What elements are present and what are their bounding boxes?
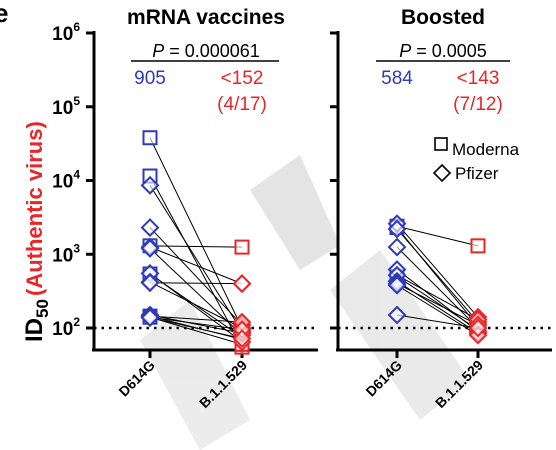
- pair-line: [149, 316, 243, 345]
- pair-line: [149, 175, 243, 348]
- pfizer-point: [387, 275, 407, 295]
- pfizer-point: [387, 305, 407, 325]
- pair-line: [149, 281, 243, 329]
- pfizer-point: [140, 238, 160, 258]
- p-value: P = 0.0005: [399, 41, 487, 61]
- panel-letter: e: [0, 0, 8, 28]
- p-value: P = 0.000061: [152, 41, 260, 61]
- y-axis-ticks: 102 103 104 105 106: [52, 20, 80, 340]
- moderna-point: [470, 238, 486, 254]
- moderna-point: [142, 130, 158, 146]
- pair-line: [149, 227, 243, 326]
- pfizer-point: [140, 218, 160, 237]
- panel-title: Boosted: [401, 6, 485, 29]
- pair-line: [396, 223, 479, 318]
- gmt-d614g: 905: [134, 68, 166, 89]
- pair-line: [149, 317, 243, 340]
- legend: Moderna Pfizer: [432, 137, 520, 183]
- y-label-extra: (Authentic virus): [22, 121, 47, 296]
- pair-line: [396, 314, 479, 329]
- pair-line: [396, 225, 479, 247]
- pair-line: [149, 245, 243, 248]
- pair-line: [149, 314, 243, 334]
- pair-line: [396, 283, 479, 326]
- legend-label-moderna: Moderna: [452, 140, 520, 159]
- pfizer-point: [232, 329, 252, 348]
- pfizer-point: [468, 318, 488, 338]
- y-tick-label: 106: [52, 20, 80, 45]
- fraction-omicron: (4/17): [217, 94, 267, 115]
- gmt-omicron: <143: [457, 68, 500, 89]
- gmt-omicron: <152: [221, 68, 264, 89]
- pair-line: [396, 274, 479, 321]
- pfizer-point: [140, 308, 160, 328]
- y-tick-label: 105: [52, 94, 80, 119]
- y-label-main: ID: [21, 318, 48, 342]
- fraction-omicron: (7/12): [453, 94, 503, 115]
- pair-line: [149, 246, 243, 285]
- y-tick-label: 104: [52, 168, 80, 193]
- legend-label-pfizer: Pfizer: [455, 164, 499, 183]
- panel-boosted: Boosted P = 0.0005 584 <143 (7/12) D614G…: [330, 6, 552, 411]
- y-label-sub: 50: [33, 299, 52, 318]
- watermark: [140, 155, 470, 450]
- y-tick-label: 103: [52, 241, 80, 266]
- pair-line: [149, 282, 243, 285]
- moderna-point: [234, 239, 250, 255]
- pfizer-point: [140, 175, 160, 195]
- panel-title: mRNA vaccines: [127, 6, 285, 29]
- pfizer-point: [387, 237, 407, 257]
- legend-diamond-marker: [432, 163, 452, 183]
- pair-line: [149, 315, 243, 323]
- svg-text:ID50: ID50: [21, 299, 52, 342]
- y-axis-label: ID50 (Authentic virus): [21, 121, 52, 342]
- pair-line: [149, 137, 243, 329]
- legend-square-marker: [434, 137, 448, 151]
- pfizer-point: [140, 273, 160, 293]
- pfizer-point: [387, 219, 407, 239]
- pair-line: [149, 185, 243, 332]
- y-tick-label: 102: [52, 315, 80, 340]
- pair-line: [396, 269, 479, 332]
- x-category-label: D614G: [115, 357, 158, 400]
- pfizer-point: [232, 274, 252, 294]
- pair-line: [149, 316, 243, 331]
- gmt-d614g: 584: [381, 68, 413, 89]
- pair-line: [396, 284, 479, 336]
- pair-line: [396, 246, 479, 329]
- pair-line: [396, 228, 479, 323]
